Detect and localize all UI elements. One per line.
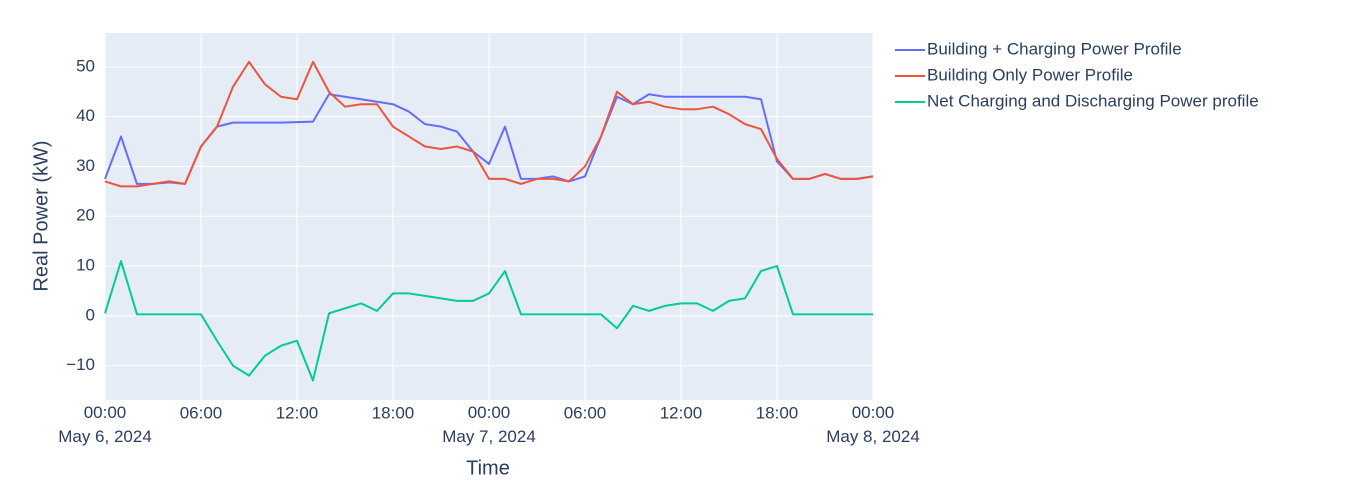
- y-tick-label: 40: [76, 106, 95, 125]
- legend-label: Building + Charging Power Profile: [927, 39, 1182, 58]
- x-tick-label-line: 00:00: [852, 403, 895, 422]
- y-tick-label: 50: [76, 56, 95, 75]
- grid: [104, 33, 874, 400]
- series-line: [104, 260, 873, 382]
- y-tick-label: 0: [86, 305, 95, 324]
- y-axis-title: Real Power (kW): [30, 140, 52, 291]
- y-tick-label: 20: [76, 206, 95, 225]
- x-tick-label-line: 00:00: [468, 403, 511, 422]
- x-tick-label: 18:00: [372, 403, 415, 422]
- y-tick-label: 30: [76, 156, 95, 175]
- x-tick-label-line: May 7, 2024: [442, 427, 536, 446]
- series-line: [104, 60, 874, 188]
- x-axis-title: Time: [466, 457, 510, 479]
- series-line: [104, 93, 874, 185]
- x-tick-label-line: May 8, 2024: [826, 427, 920, 446]
- x-tick-label: 00:00 May 6, 2024: [58, 403, 152, 446]
- x-tick-label: 06:00: [180, 403, 223, 422]
- y-tick-label: −10: [66, 355, 95, 374]
- x-tick-label: 18:00: [756, 403, 799, 422]
- x-tick-label: 12:00: [276, 403, 319, 422]
- x-tick-label: 00:00 May 8, 2024: [826, 403, 920, 446]
- x-tick-label: 06:00: [564, 403, 607, 422]
- x-tick-label-line: May 6, 2024: [58, 427, 152, 446]
- legend-label: Net Charging and Discharging Power profi…: [927, 91, 1259, 110]
- x-tick-label: 00:00 May 7, 2024: [442, 403, 536, 446]
- legend-label: Building Only Power Profile: [927, 65, 1133, 84]
- x-tick-label: 12:00: [660, 403, 703, 422]
- x-tick-label-line: 00:00: [84, 403, 127, 422]
- y-tick-label: 10: [76, 256, 95, 275]
